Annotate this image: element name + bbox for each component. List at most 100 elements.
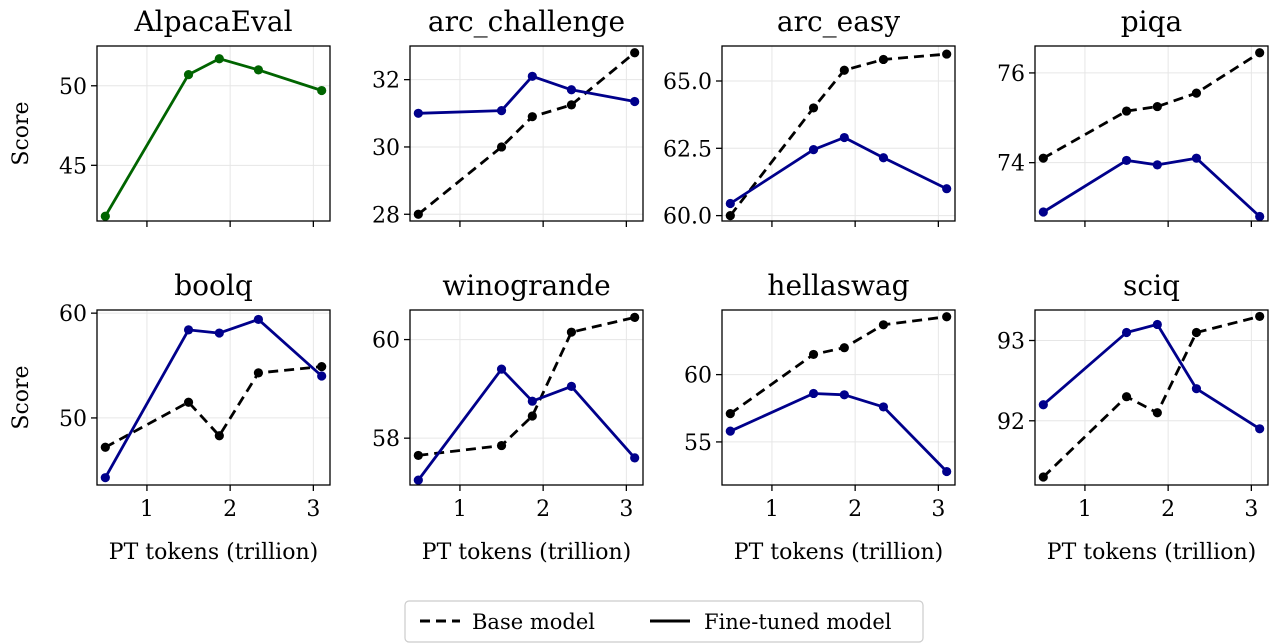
fine-tuned-model-point xyxy=(566,85,577,95)
base-model-point xyxy=(527,112,537,122)
x-tick-label: 1 xyxy=(453,497,467,522)
panel-title: hellaswag xyxy=(767,269,909,302)
x-tick-label: 1 xyxy=(1078,497,1092,522)
x-axis-label: PT tokens (trillion) xyxy=(734,540,943,565)
base-model-point xyxy=(1152,408,1162,418)
base-model-point xyxy=(942,49,952,59)
y-tick-label: 58 xyxy=(372,427,400,452)
base-model-line xyxy=(104,365,322,449)
base-model-point xyxy=(527,411,537,421)
fine-tuned-model-point xyxy=(566,381,577,392)
base-model-point xyxy=(566,327,577,337)
fine-tuned-model-point xyxy=(1255,211,1265,222)
fine-tuned-model-point xyxy=(808,145,819,155)
base-model-point xyxy=(839,343,849,353)
y-tick-label: 45 xyxy=(59,154,87,179)
y-tick-label: 50 xyxy=(59,75,87,100)
base-model-line xyxy=(417,51,636,216)
base-model-point xyxy=(317,361,327,372)
fine-tuned-model-point xyxy=(413,108,423,118)
base-model-point xyxy=(183,397,194,407)
base-model-point xyxy=(1121,392,1132,402)
fine-tuned-model-point xyxy=(1191,384,1202,394)
fine-tuned-model-point xyxy=(496,106,507,116)
panel-title: AlpacaEval xyxy=(133,5,292,38)
base-model-point xyxy=(566,100,577,110)
base-model-point xyxy=(413,209,423,219)
panel-piqa: 74 76 piqa xyxy=(997,5,1269,227)
fine-tuned-model-point xyxy=(1121,327,1132,338)
x-axis-label: PT tokens (trillion) xyxy=(109,540,318,565)
base-model-line xyxy=(1042,51,1261,160)
fine-tuned-model-point xyxy=(413,475,423,485)
fine-tuned-model-point xyxy=(725,198,735,209)
x-tick-label: 3 xyxy=(619,497,633,522)
axes-frame xyxy=(96,45,331,222)
x-axis-label: PT tokens (trillion) xyxy=(422,540,631,565)
legend-finetuned-label: Fine-tuned model xyxy=(704,610,892,634)
y-axis-label: Score xyxy=(9,101,34,165)
y-tick-label: 30 xyxy=(372,136,400,161)
fine-tuned-model-point xyxy=(253,65,264,75)
panel-arc-challenge: 28 30 32 arc_challenge xyxy=(372,5,644,228)
fine-tuned-model-point xyxy=(630,453,640,463)
fine-tuned-model-point xyxy=(183,70,194,80)
fine-tuned-model-point xyxy=(1152,319,1162,330)
x-tick-label: 1 xyxy=(765,497,779,522)
base-model-point xyxy=(808,103,819,113)
base-model-point xyxy=(725,409,735,419)
x-tick-label: 3 xyxy=(306,497,320,522)
x-tick-label: 3 xyxy=(931,497,945,522)
base-model-point xyxy=(496,440,507,451)
y-tick-label: 62.5 xyxy=(663,137,712,162)
fine-tuned-model-point xyxy=(808,388,819,399)
fine-tuned-model-point xyxy=(527,396,537,406)
base-model-point xyxy=(942,312,952,322)
x-tick-label: 3 xyxy=(1244,497,1258,522)
panel-title: sciq xyxy=(1123,269,1180,302)
fine-tuned-model-point xyxy=(183,325,194,335)
fine-tuned-model-point xyxy=(100,211,110,221)
axes-frame xyxy=(721,309,956,486)
fine-tuned-model-point xyxy=(1038,207,1048,217)
base-model-point xyxy=(496,142,507,152)
fine-tuned-model-point xyxy=(317,85,327,96)
base-model-point xyxy=(214,431,224,441)
base-model-line xyxy=(418,316,636,457)
fine-tuned-model-point xyxy=(496,364,507,374)
base-model-point xyxy=(630,312,640,322)
axes-frame xyxy=(1034,45,1269,222)
base-model-point xyxy=(1038,472,1048,482)
fine-tuned-model-line xyxy=(417,367,636,481)
panel-boolq: 1 2 3 50 60 boolq Score PT tokens (trillion) xyxy=(9,269,331,565)
y-axis-label: Score xyxy=(9,365,34,429)
base-model-point xyxy=(725,211,735,221)
x-tick-label: 2 xyxy=(223,497,237,522)
y-tick-label: 28 xyxy=(372,203,400,228)
panel-hellaswag: 1 2 3 55 60 hellaswag PT tokens (trillion) xyxy=(684,269,956,565)
y-tick-label: 60 xyxy=(372,329,400,354)
y-tick-label: 55 xyxy=(684,431,712,456)
panel-title: winogrande xyxy=(442,269,610,302)
legend-base-label: Base model xyxy=(472,610,595,634)
y-tick-label: 74 xyxy=(997,152,1025,177)
y-tick-label: 60 xyxy=(684,364,712,389)
fine-tuned-model-point xyxy=(1255,424,1265,434)
fine-tuned-model-point xyxy=(942,466,952,477)
fine-tuned-model-point xyxy=(878,402,889,412)
x-axis-label: PT tokens (trillion) xyxy=(1047,540,1256,565)
fine-tuned-model-point xyxy=(839,390,849,400)
fine-tuned-model-line xyxy=(729,392,948,473)
base-model-line xyxy=(729,315,947,415)
y-tick-label: 65.0 xyxy=(663,70,712,95)
fine-tuned-model-point xyxy=(317,371,327,381)
base-model-point xyxy=(253,368,264,378)
axes-frame xyxy=(96,309,331,486)
fine-tuned-model-point xyxy=(253,314,264,325)
panel-title: arc_easy xyxy=(777,5,900,38)
legend: Base model Fine-tuned model xyxy=(404,600,924,643)
base-model-point xyxy=(878,320,889,330)
fine-tuned-model-point xyxy=(1191,153,1202,163)
panel-winogrande: 1 2 3 58 60 winogrande PT tokens (trillion) xyxy=(372,269,644,565)
y-tick-label: 50 xyxy=(59,407,87,432)
